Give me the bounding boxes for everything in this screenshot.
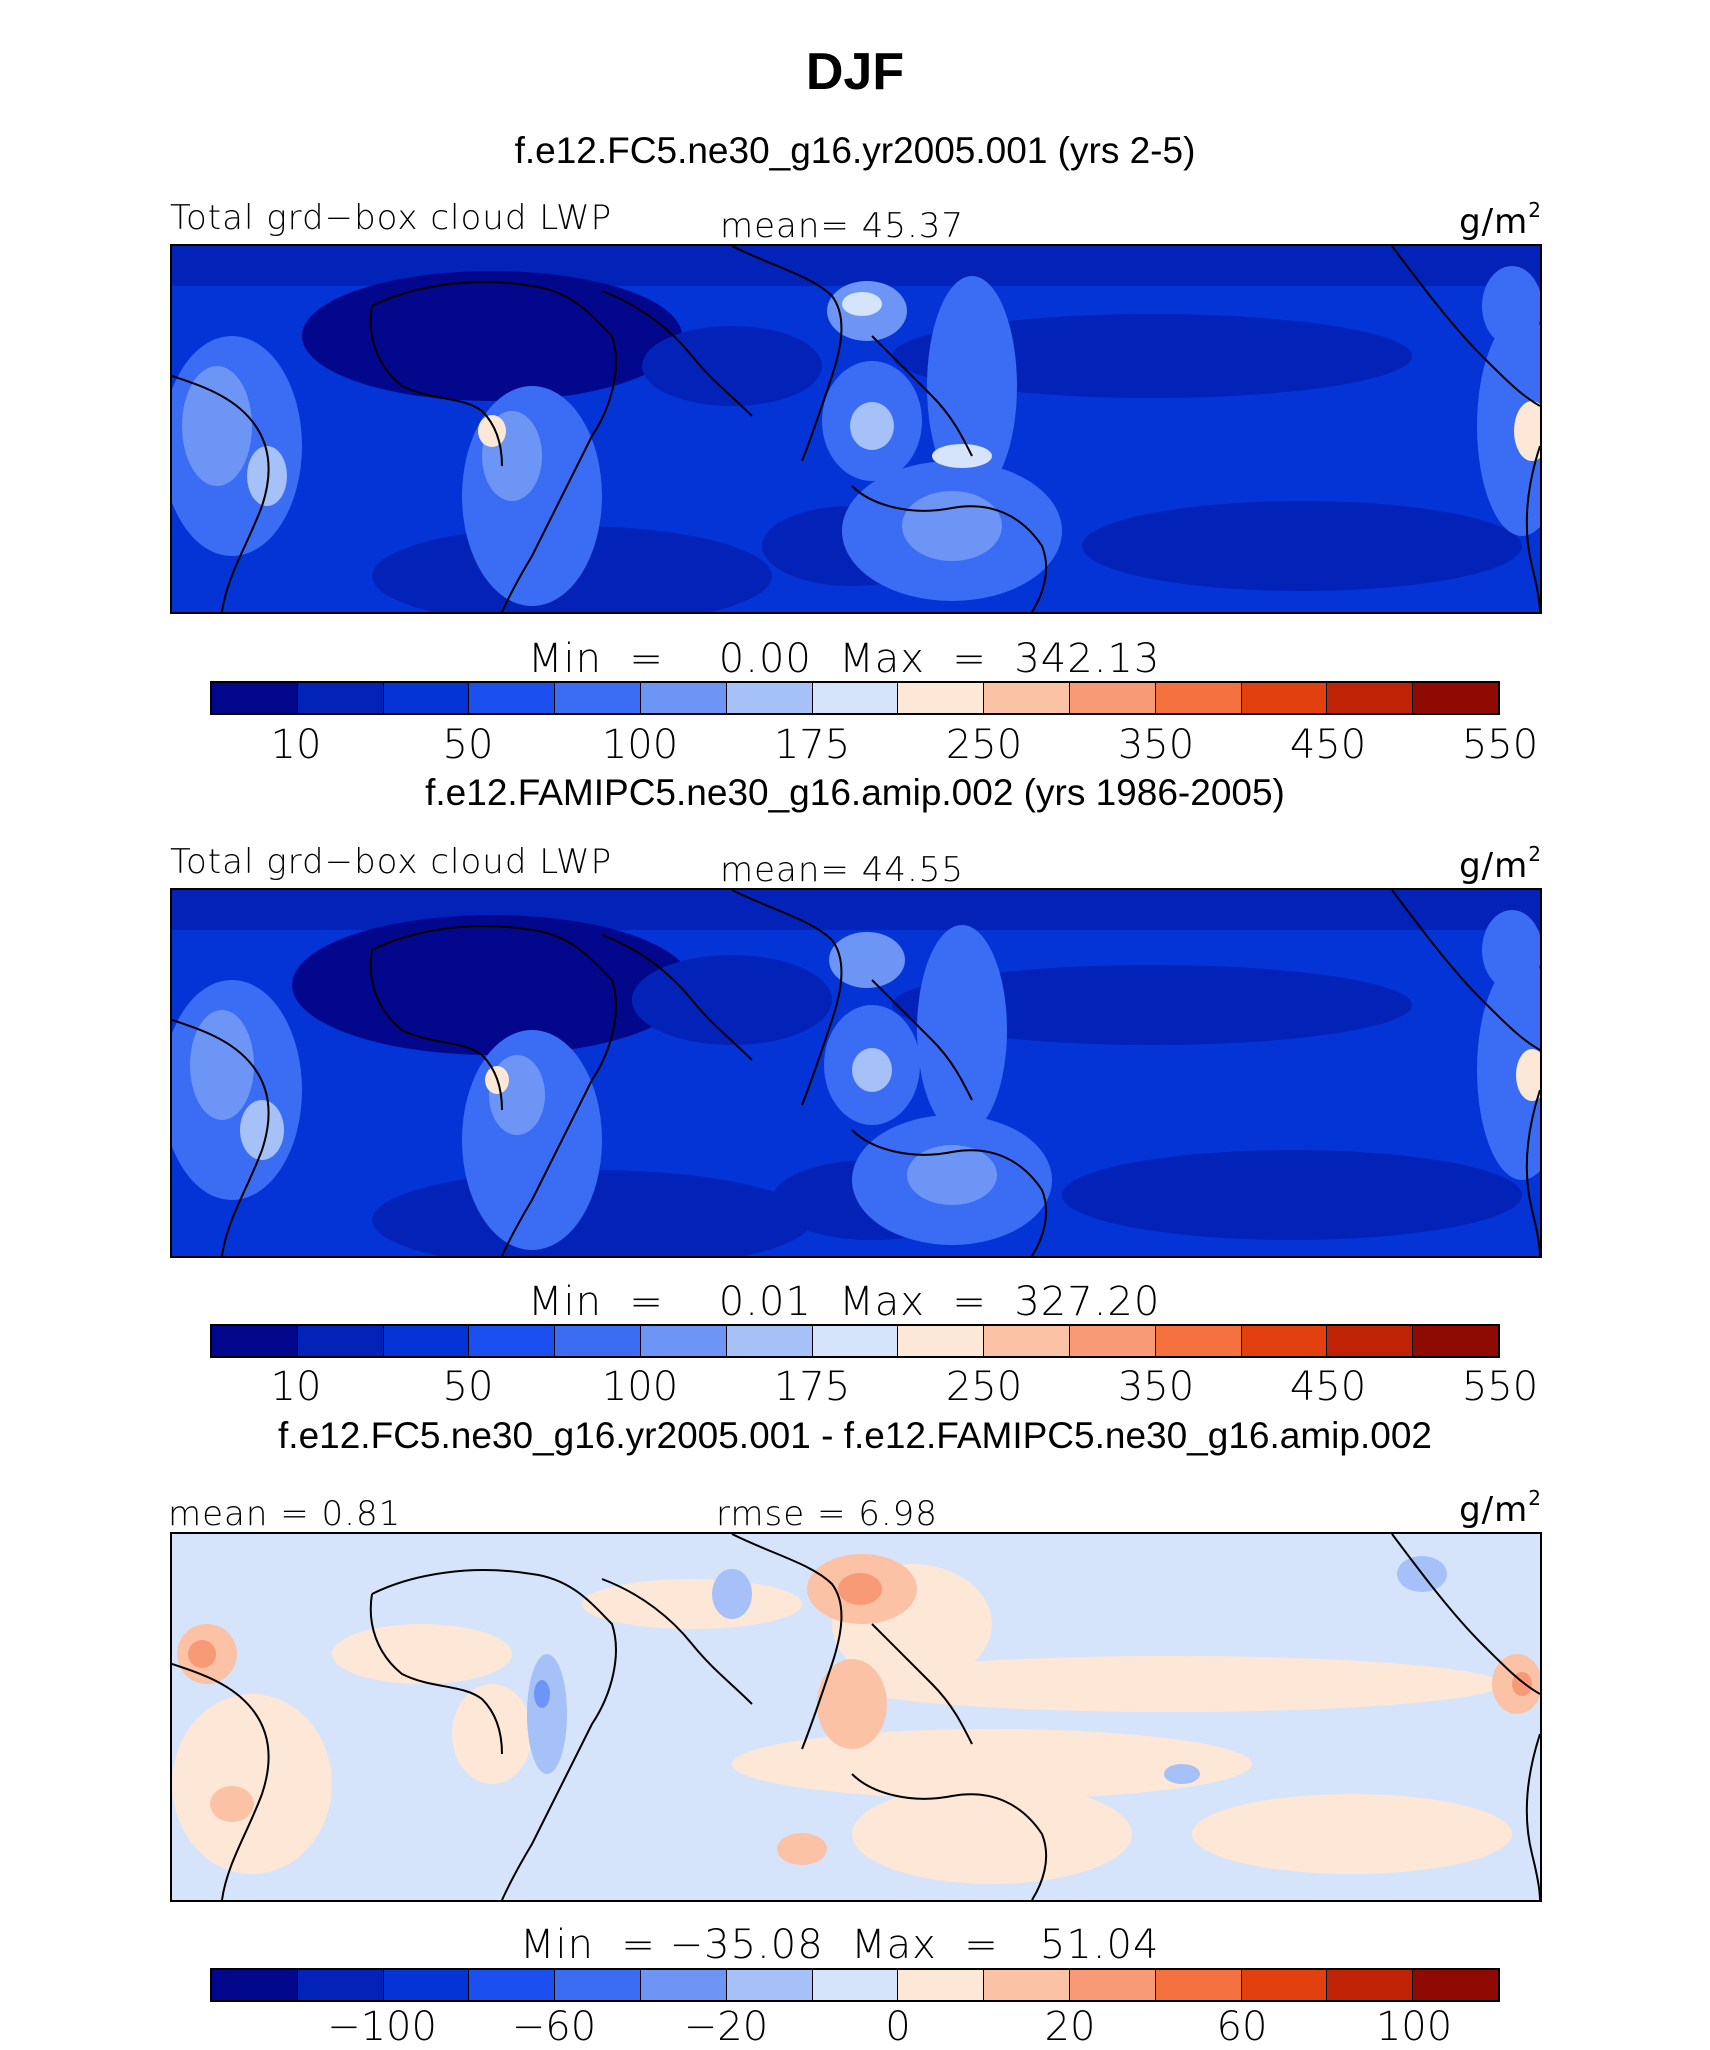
panel-2-case-title: f.e12.FAMIPC5.ne30_g16.amip.002 (yrs 198… — [425, 772, 1285, 813]
colorbar-swatch — [383, 1970, 470, 2000]
colorbar-swatch — [555, 683, 641, 713]
colorbar-swatch — [1241, 1326, 1328, 1356]
plot-title: DJF — [805, 43, 905, 101]
colorbar-swatch — [1413, 683, 1498, 713]
colorbar-swatch — [812, 1970, 899, 2000]
colorbar-tick-label: 100 — [601, 722, 679, 768]
colorbar-swatch — [812, 683, 899, 713]
colorbar-swatch — [1327, 1326, 1414, 1356]
colorbar-swatch — [212, 1326, 298, 1356]
panel-3-units: g/m2 — [1459, 1486, 1542, 1530]
colorbar-swatch — [1413, 1326, 1498, 1356]
panel-3-case-title: f.e12.FC5.ne30_g16.yr2005.001 - f.e12.FA… — [278, 1415, 1432, 1456]
colorbar-swatch — [984, 1970, 1070, 2000]
panel-3-minmax: Min = −35.08 Max = 51.04 — [520, 1922, 1160, 1968]
colorbar-tick-label: −20 — [683, 2004, 769, 2050]
colorbar-tick-label: 100 — [1375, 2004, 1453, 2050]
colorbar-swatch — [640, 683, 727, 713]
colorbar-swatch — [1241, 1970, 1328, 2000]
colorbar-swatch — [1327, 1970, 1414, 2000]
colorbar-swatch — [469, 683, 556, 713]
colorbar-swatch — [212, 683, 298, 713]
colorbar-tick-label: −60 — [511, 2004, 597, 2050]
colorbar-tick-label: 250 — [945, 722, 1023, 768]
colorbar-tick-label: −100 — [327, 2004, 437, 2050]
colorbar-swatch — [726, 1970, 813, 2000]
colorbar-swatch — [640, 1970, 727, 2000]
colorbar-swatch — [1155, 1326, 1242, 1356]
colorbar-tick-label: 20 — [1044, 2004, 1096, 2050]
panel-2-colorbar — [210, 1324, 1500, 1358]
colorbar-swatch — [640, 1326, 727, 1356]
panel-3-map — [170, 1532, 1542, 1902]
colorbar-tick-label: 10 — [270, 1364, 322, 1410]
panel-1-minmax: Min = 0.00 Max = 342.13 — [528, 636, 1161, 682]
colorbar-swatch — [1155, 1970, 1242, 2000]
colorbar-swatch — [812, 1326, 899, 1356]
colorbar-tick-label: 0 — [885, 2004, 911, 2050]
colorbar-tick-label: 175 — [773, 1364, 851, 1410]
panel-2-minmax: Min = 0.01 Max = 327.20 — [528, 1279, 1161, 1325]
colorbar-swatch — [1069, 1326, 1156, 1356]
colorbar-tick-label: 550 — [1461, 1364, 1539, 1410]
panel-2-variable-label: Total grd−box cloud LWP — [170, 842, 613, 882]
panel-1-units: g/m2 — [1459, 198, 1542, 242]
colorbar-swatch — [1241, 683, 1328, 713]
panel-1-mean-label: mean= 45.37 — [720, 206, 965, 246]
colorbar-swatch — [212, 1970, 298, 2000]
colorbar-swatch — [1155, 683, 1242, 713]
colorbar-swatch — [297, 1970, 384, 2000]
colorbar-tick-label: 50 — [442, 1364, 494, 1410]
colorbar-swatch — [984, 1326, 1070, 1356]
colorbar-tick-label: 10 — [270, 722, 322, 768]
colorbar-swatch — [383, 683, 470, 713]
panel-2-map — [170, 888, 1542, 1258]
colorbar-tick-label: 350 — [1117, 1364, 1195, 1410]
panel-1-map — [170, 244, 1542, 614]
colorbar-swatch — [469, 1326, 556, 1356]
colorbar-tick-label: 50 — [442, 722, 494, 768]
colorbar-tick-label: 450 — [1289, 722, 1367, 768]
colorbar-swatch — [555, 1970, 641, 2000]
panel-3-rmse-label: rmse = 6.98 — [716, 1494, 938, 1534]
colorbar-swatch — [726, 683, 813, 713]
panel-3-mean-label: mean = 0.81 — [168, 1494, 402, 1534]
colorbar-swatch — [469, 1970, 556, 2000]
colorbar-swatch — [555, 1326, 641, 1356]
colorbar-swatch — [898, 1326, 985, 1356]
panel-2-mean-label: mean= 44.55 — [720, 850, 965, 890]
colorbar-swatch — [984, 683, 1070, 713]
colorbar-swatch — [1069, 683, 1156, 713]
panel-3-colorbar — [210, 1968, 1500, 2002]
colorbar-swatch — [1327, 683, 1414, 713]
colorbar-swatch — [1069, 1970, 1156, 2000]
colorbar-swatch — [383, 1326, 470, 1356]
colorbar-tick-label: 175 — [773, 722, 851, 768]
panel-2-units: g/m2 — [1459, 842, 1542, 886]
colorbar-swatch — [726, 1326, 813, 1356]
panel-1-colorbar — [210, 681, 1500, 715]
colorbar-tick-label: 550 — [1461, 722, 1539, 768]
colorbar-tick-label: 450 — [1289, 1364, 1367, 1410]
colorbar-tick-label: 250 — [945, 1364, 1023, 1410]
colorbar-swatch — [297, 683, 384, 713]
colorbar-tick-label: 60 — [1216, 2004, 1268, 2050]
panel-1-case-title: f.e12.FC5.ne30_g16.yr2005.001 (yrs 2-5) — [514, 130, 1196, 171]
colorbar-swatch — [898, 1970, 985, 2000]
colorbar-swatch — [1413, 1970, 1498, 2000]
colorbar-swatch — [898, 683, 985, 713]
colorbar-tick-label: 350 — [1117, 722, 1195, 768]
colorbar-tick-label: 100 — [601, 1364, 679, 1410]
panel-1-variable-label: Total grd−box cloud LWP — [170, 198, 613, 238]
colorbar-swatch — [297, 1326, 384, 1356]
